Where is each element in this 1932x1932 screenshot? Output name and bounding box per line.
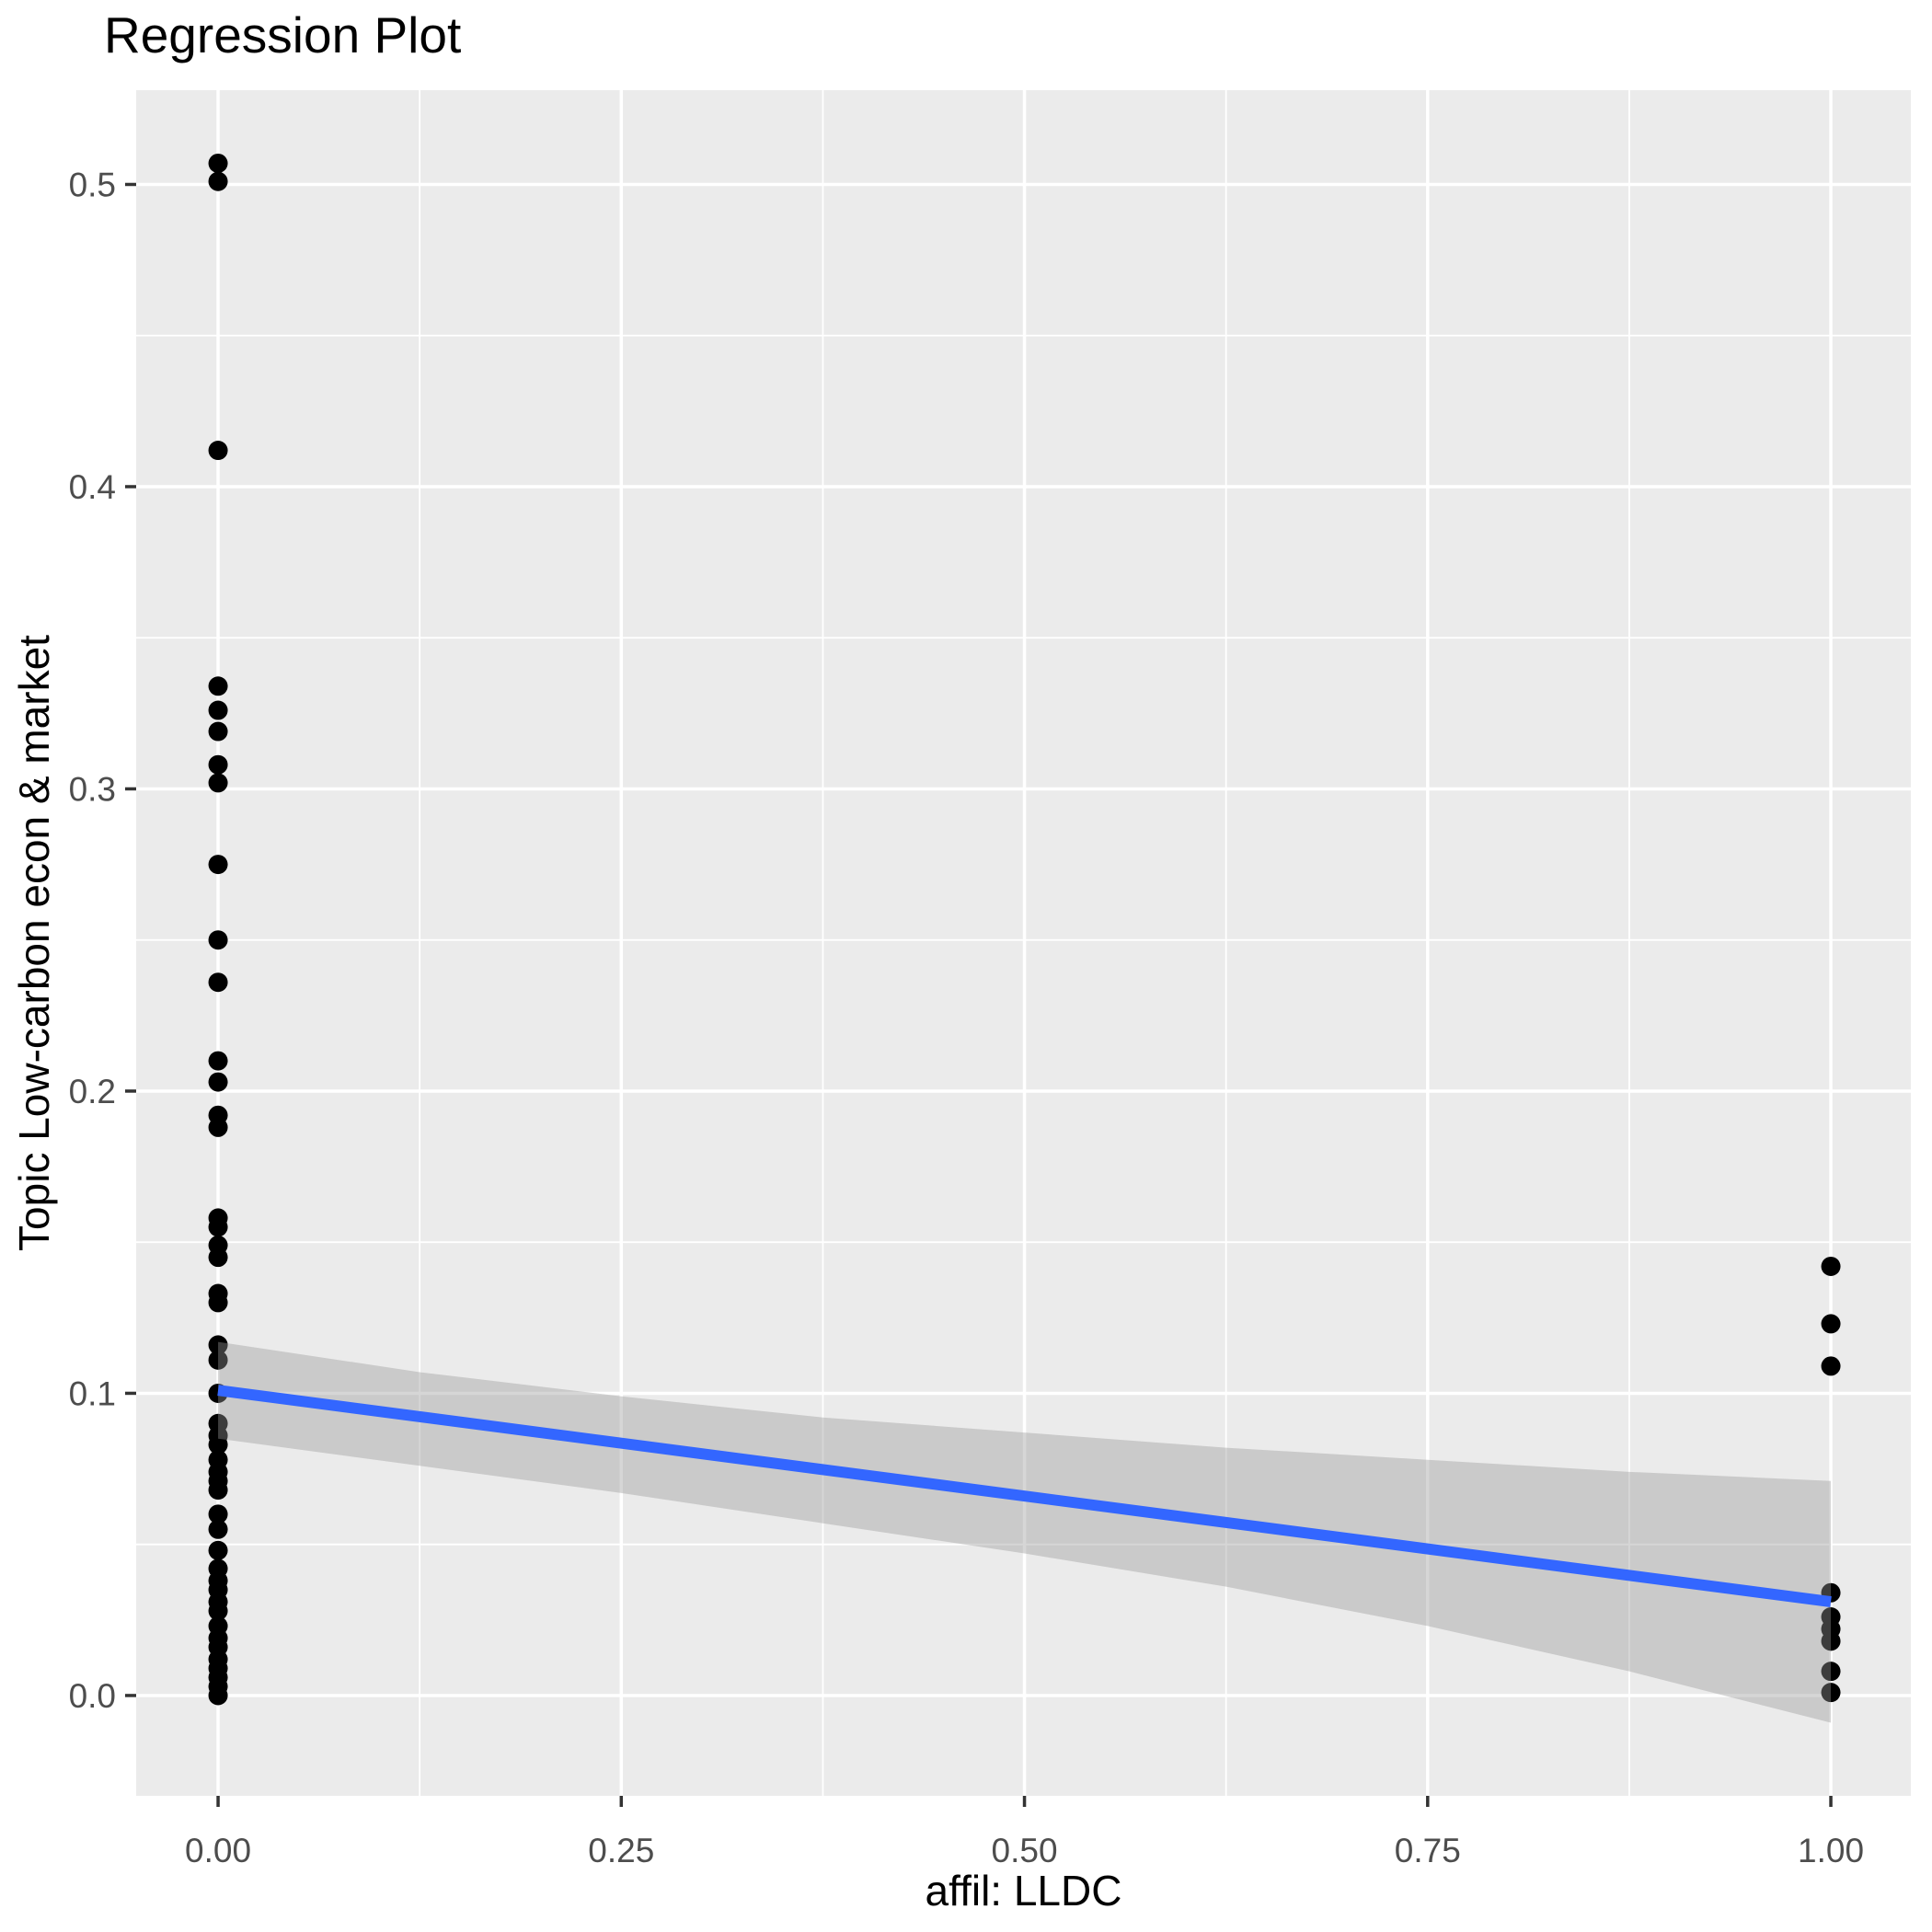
data-point: [208, 754, 228, 775]
x-tick-label: 0.50: [992, 1832, 1058, 1869]
data-point: [208, 1248, 228, 1268]
data-point: [208, 1540, 228, 1560]
data-point: [208, 700, 228, 720]
y-tick-label: 0.1: [69, 1374, 116, 1412]
scatter-points: [208, 153, 1841, 1706]
x-tick-label: 0.00: [185, 1832, 251, 1869]
gridlines: [136, 90, 1911, 1796]
data-point: [208, 1685, 228, 1706]
data-point: [1821, 1356, 1841, 1376]
data-point: [208, 1217, 228, 1237]
data-point: [208, 972, 228, 993]
data-point: [208, 930, 228, 950]
data-point: [208, 171, 228, 191]
y-tick-label: 0.3: [69, 770, 116, 808]
data-point: [208, 1504, 228, 1524]
data-point: [208, 1072, 228, 1092]
data-point: [208, 1117, 228, 1137]
confidence-band: [218, 1341, 1832, 1723]
data-point: [1821, 1683, 1841, 1703]
data-point: [1821, 1631, 1841, 1651]
x-tick-label: 1.00: [1798, 1832, 1864, 1869]
x-axis-title: affil: LLDC: [925, 1867, 1122, 1915]
data-point: [208, 773, 228, 793]
y-axis-title: Topic Low-carbon econ & market: [10, 635, 58, 1251]
data-point: [208, 1335, 228, 1355]
data-point: [208, 855, 228, 875]
data-point: [208, 1051, 228, 1071]
data-point: [208, 153, 228, 173]
y-tick-label: 0.2: [69, 1073, 116, 1110]
data-point: [208, 721, 228, 742]
x-tick-label: 0.75: [1395, 1832, 1461, 1869]
axes: 0.00 0.25 0.50 0.75 1.00 0.0 0.1 0.2 0.3 0.4 0.5: [69, 166, 1864, 1869]
data-point: [1821, 1256, 1841, 1276]
data-point: [208, 1293, 228, 1313]
data-point: [1821, 1314, 1841, 1334]
y-tick-label: 0.0: [69, 1677, 116, 1715]
data-point: [1821, 1662, 1841, 1682]
data-point: [208, 1480, 228, 1501]
data-point: [208, 441, 228, 461]
chart-title: Regression Plot: [104, 6, 462, 63]
data-point: [208, 1519, 228, 1539]
x-tick-label: 0.25: [588, 1832, 654, 1869]
y-tick-label: 0.5: [69, 166, 116, 203]
data-point: [208, 1601, 228, 1621]
y-tick-label: 0.4: [69, 468, 116, 506]
data-point: [208, 676, 228, 696]
data-point: [208, 1350, 228, 1370]
data-point: [208, 1434, 228, 1455]
regression-line: [217, 1385, 1832, 1608]
